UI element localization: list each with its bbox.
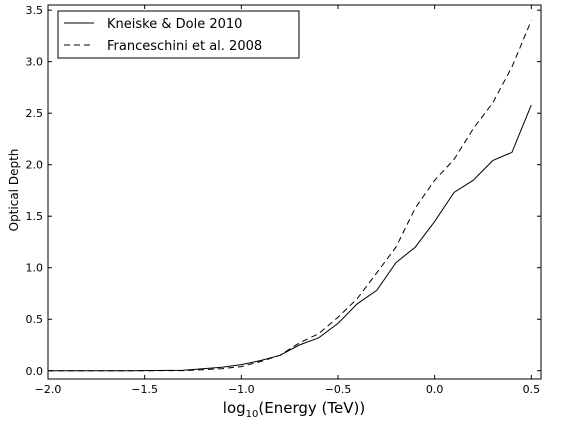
x-tick-label: −1.0 [228, 383, 255, 396]
y-tick-label: 1.0 [26, 262, 44, 275]
axis-tick-labels: −2.0 −1.5 −1.0 −0.5 0.0 0.5 0.0 0.5 1.0 1.5 2.0 2.5… [26, 4, 541, 396]
legend-label-kneiske: Kneiske & Dole 2010 [107, 17, 242, 32]
legend: Kneiske & Dole 2010 Franceschini et al. … [57, 10, 300, 59]
legend-box [57, 10, 300, 59]
series-line-kneiske-dole-2010 [48, 104, 532, 372]
x-axis-title-rest: (Energy (TeV)) [258, 399, 365, 417]
x-tick-label: 0.0 [426, 383, 444, 396]
x-tick-label: −0.5 [325, 383, 352, 396]
x-axis-title: log10(Energy (TeV)) [223, 399, 365, 420]
axis-ticks [47, 5, 541, 379]
y-tick-label: 0.0 [26, 365, 44, 378]
y-axis-title: Optical Depth [7, 149, 21, 232]
y-tick-label: 2.5 [26, 107, 44, 120]
plot-frame [47, 4, 542, 380]
y-tick-label: 1.5 [26, 210, 44, 223]
x-tick-label: 0.5 [523, 383, 541, 396]
y-tick-label: 3.0 [26, 56, 44, 69]
y-tick-label: 2.0 [26, 159, 44, 172]
data-series-lines [48, 20, 532, 372]
series-line-franceschini-2008 [48, 20, 532, 372]
legend-label-franceschini: Franceschini et al. 2008 [107, 39, 262, 54]
y-tick-label: 3.5 [26, 4, 44, 17]
x-axis-title-base: log [223, 399, 246, 417]
x-axis-title-subscript: 10 [246, 409, 259, 420]
x-tick-label: −1.5 [131, 383, 158, 396]
x-tick-label: −2.0 [35, 383, 62, 396]
y-tick-label: 0.5 [26, 313, 44, 326]
